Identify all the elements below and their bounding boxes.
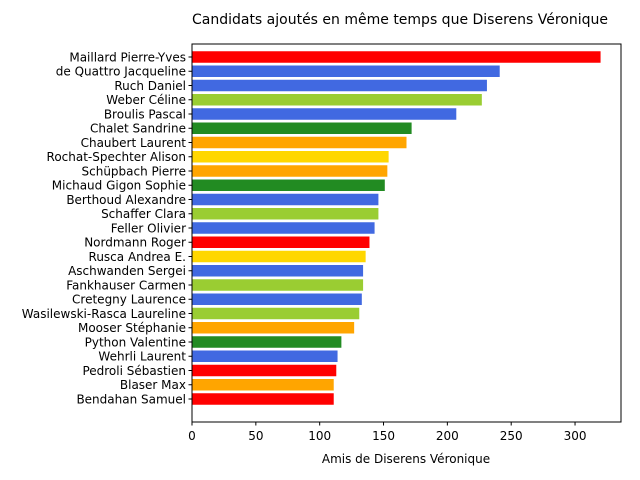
- bar: [192, 379, 334, 391]
- y-tick-label: Blaser Max: [120, 378, 186, 392]
- x-tick-label: 50: [248, 429, 263, 443]
- bar: [192, 51, 601, 63]
- x-tick-label: 250: [500, 429, 523, 443]
- y-tick-label: Rochat-Spechter Alison: [47, 150, 186, 164]
- y-tick-label: Chaubert Laurent: [81, 136, 187, 150]
- y-tick-label: Schüpbach Pierre: [82, 164, 187, 178]
- bar: [192, 307, 360, 320]
- y-tick-label: Cretegny Laurence: [72, 293, 186, 307]
- y-tick-label: Pedroli Sébastien: [82, 364, 186, 378]
- y-tick-label: Aschwanden Sergei: [68, 264, 186, 278]
- x-tick-label: 0: [188, 429, 196, 443]
- x-axis: 0 50 100 150 200 250 300: [188, 422, 586, 443]
- x-tick-label: 200: [436, 429, 459, 443]
- y-tick-label: Michaud Gigon Sophie: [52, 179, 186, 193]
- plot-frame: [191, 43, 622, 423]
- bar: [192, 108, 457, 120]
- bar: [192, 250, 366, 263]
- bar: [192, 193, 379, 206]
- bar: [192, 165, 388, 177]
- y-tick-label: de Quattro Jacqueline: [56, 65, 186, 79]
- bar: [192, 336, 342, 348]
- bar: [192, 122, 412, 134]
- bar: [192, 279, 364, 291]
- y-tick-label: Berthoud Alexandre: [66, 193, 186, 207]
- bar: [192, 222, 375, 234]
- bar: [192, 208, 379, 220]
- bar: [192, 94, 482, 106]
- y-tick-label: Broulis Pascal: [104, 107, 186, 121]
- x-tick-label: 100: [308, 429, 331, 443]
- y-tick-label: Python Valentine: [85, 335, 186, 349]
- y-tick-label: Maillard Pierre-Yves: [69, 50, 186, 64]
- bar: [192, 151, 389, 163]
- bar: [192, 322, 355, 334]
- x-tick-label: 150: [372, 429, 395, 443]
- bar: [192, 393, 334, 405]
- bar: [192, 236, 370, 248]
- y-tick-label: Bendahan Samuel: [76, 392, 186, 406]
- x-axis-label: Amis de Diserens Véronique: [322, 452, 490, 466]
- bars-group: [192, 51, 601, 405]
- y-tick-label: Fankhauser Carmen: [66, 278, 186, 292]
- y-tick-label: Feller Olivier: [111, 221, 186, 235]
- y-tick-label: Wehrli Laurent: [98, 350, 186, 364]
- y-tick-label: Ruch Daniel: [114, 79, 186, 93]
- y-tick-label: Nordmann Roger: [84, 236, 186, 250]
- bar: [192, 136, 407, 149]
- bar: [192, 179, 385, 191]
- y-tick-label: Chalet Sandrine: [90, 122, 186, 136]
- y-tick-label: Weber Céline: [106, 93, 186, 107]
- x-tick-label: 300: [564, 429, 587, 443]
- bar: [192, 350, 338, 362]
- chart-title: Candidats ajoutés en même temps que Dise…: [192, 12, 608, 28]
- bar: [192, 79, 487, 92]
- y-tick-label: Schaffer Clara: [101, 207, 186, 221]
- y-tick-label: Wasilewski-Rasca Laureline: [22, 307, 186, 321]
- bar: [192, 265, 364, 277]
- bar: [192, 364, 337, 377]
- y-tick-label: Rusca Andrea E.: [89, 250, 186, 264]
- bar: [192, 65, 500, 77]
- bar: [192, 293, 362, 305]
- y-tick-label: Mooser Stéphanie: [78, 321, 186, 335]
